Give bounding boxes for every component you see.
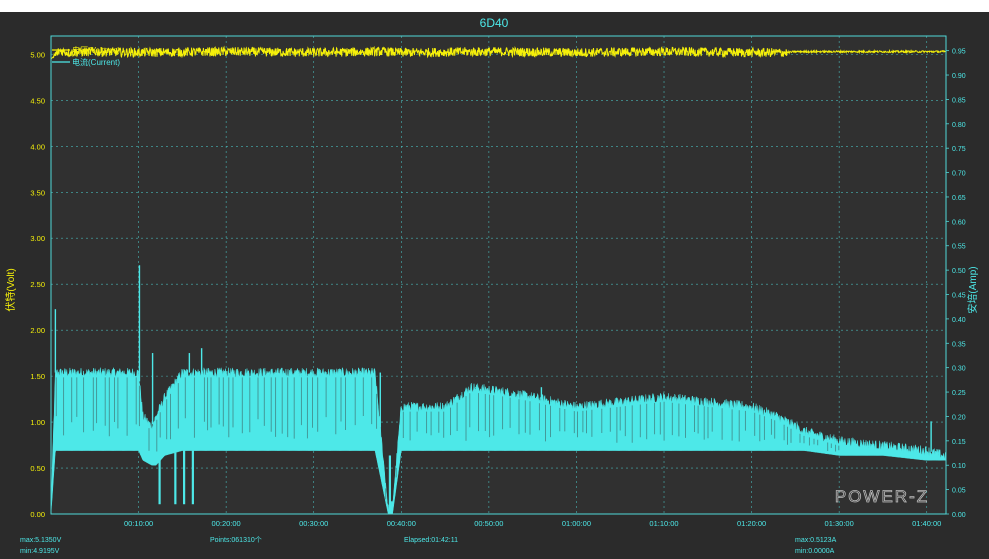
y2-tick-label: 0.20 (952, 414, 966, 421)
y2-tick-label: 0.15 (952, 439, 966, 446)
y-tick-label: 3.00 (30, 234, 45, 243)
current-series-texture (55, 377, 840, 500)
voltage-max-text: max:5.1350V (20, 537, 62, 544)
y2-axis-label-amp: 安培(Amp) (966, 266, 979, 313)
y2-tick-label: 0.50 (952, 268, 966, 275)
points-text: Points:061310个 (210, 536, 262, 544)
chart-title: 6D40 (480, 16, 509, 30)
x-tick-label: 00:20:00 (212, 519, 241, 528)
current-max-text: max:0.5123A (795, 537, 837, 544)
y-tick-label: 2.50 (30, 280, 45, 289)
current-min-text: min:0.0000A (795, 548, 835, 555)
voltage-series-line (50, 45, 947, 60)
voltage-min-text: min:4.9195V (20, 548, 60, 555)
y-tick-label: 1.00 (30, 418, 45, 427)
y-tick-label: 0.00 (30, 510, 45, 519)
y-tick-label: 0.50 (30, 464, 45, 473)
grid (51, 36, 946, 514)
x-tick-label: 00:30:00 (299, 519, 328, 528)
x-tick-label: 01:00:00 (562, 519, 591, 528)
footer-stats: max:5.1350V min:4.9195V Points:061310个 E… (20, 536, 837, 555)
x-tick-label: 01:10:00 (649, 519, 678, 528)
x-tick-label: 00:40:00 (387, 519, 416, 528)
y2-tick-label: 0.65 (952, 195, 966, 202)
power-z-logo: POWER-Z (834, 487, 929, 507)
y2-tick-label: 0.35 (952, 341, 966, 348)
legend-voltage-label: 电压(Voltage) (72, 45, 120, 55)
y2-tick-label: 0.55 (952, 244, 966, 251)
y-tick-label: 1.50 (30, 372, 45, 381)
plot-frame (50, 35, 947, 515)
y2-tick-label: 0.85 (952, 97, 966, 104)
y2-tick-label: 0.30 (952, 366, 966, 373)
y2-tick-label: 0.75 (952, 146, 966, 153)
y2-tick-label: 0.05 (952, 488, 966, 495)
logo-text: POWER-Z (835, 487, 929, 506)
y2-tick-label: 0.70 (952, 171, 966, 178)
y-tick-label: 3.50 (30, 188, 45, 197)
y2-tick-label: 0.00 (952, 512, 966, 519)
y2-tick-label: 0.45 (952, 293, 966, 300)
y2-tick-label: 0.10 (952, 463, 966, 470)
y2-tick-label: 0.95 (952, 49, 966, 56)
y-tick-label: 5.00 (30, 50, 45, 59)
y-tick-label: 4.00 (30, 142, 45, 151)
y-tick-label: 4.50 (30, 96, 45, 105)
elapsed-text: Elapsed:01:42:11 (404, 537, 458, 544)
y-tick-label: 2.00 (30, 326, 45, 335)
y2-tick-label: 0.80 (952, 122, 966, 129)
axis-layer: 0.00 0.50 1.00 1.50 2.00 2.50 3.00 3.50 4.00 4.50… (30, 49, 965, 528)
x-tick-label: 01:30:00 (825, 519, 854, 528)
x-tick-label: 01:20:00 (737, 519, 766, 528)
legend-current-label: 电流(Current) (72, 57, 120, 67)
x-tick-label: 00:50:00 (474, 519, 503, 528)
x-tick-label: 01:40:00 (912, 519, 941, 528)
y2-tick-label: 0.40 (952, 317, 966, 324)
y2-tick-label: 0.25 (952, 390, 966, 397)
top-border (0, 0, 989, 12)
series-layer (50, 45, 947, 515)
x-tick-label: 00:10:00 (124, 519, 153, 528)
y2-tick-label: 0.60 (952, 219, 966, 226)
legend: 电压(Voltage) 电流(Current) (52, 45, 120, 67)
y-axis-label-volt: 伏特(Volt) (4, 268, 17, 311)
y2-tick-label: 0.90 (952, 73, 966, 80)
